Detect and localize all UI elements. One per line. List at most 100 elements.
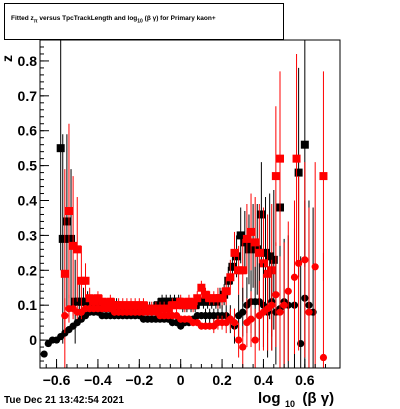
data-point-square xyxy=(71,297,80,306)
data-point-square xyxy=(218,294,227,303)
data-point-square xyxy=(164,304,173,313)
y-tick-label: 0.2 xyxy=(18,262,38,278)
data-point-square xyxy=(106,297,115,306)
y-tick-label: 0.1 xyxy=(18,297,38,313)
data-point-circle xyxy=(311,263,319,271)
data-point-square xyxy=(234,266,243,275)
data-point-square xyxy=(118,301,127,310)
data-point-square xyxy=(205,294,214,303)
data-point-circle xyxy=(272,291,280,299)
x-tick-label: −0.4 xyxy=(84,372,112,388)
data-point-square xyxy=(244,245,253,254)
y-tick-label: 0.3 xyxy=(18,227,38,243)
data-point-square xyxy=(73,245,82,254)
data-point-circle xyxy=(290,273,299,281)
data-point-circle xyxy=(305,308,313,316)
data-point-square xyxy=(228,262,237,271)
data-point-square xyxy=(79,297,88,306)
data-point-square xyxy=(158,297,167,306)
data-point-square xyxy=(156,304,164,313)
data-point-square xyxy=(193,294,202,303)
data-point-square xyxy=(62,217,71,226)
data-point-circle xyxy=(61,312,69,320)
data-point-square xyxy=(77,276,86,285)
data-point-square xyxy=(294,168,303,177)
y-tick-label: 0 xyxy=(29,332,37,348)
data-point-square xyxy=(110,301,119,310)
chart-axes: −0.6 −0.4 −0.2 0 0.2 0.4 0.6 0 0.1 0.2 0.3 0.4 0.5 0.… xyxy=(18,46,327,388)
plot-frame xyxy=(39,39,341,369)
data-point-square xyxy=(276,154,284,163)
x-tick-label: 0.2 xyxy=(212,372,232,388)
x-axis-label: log 10 (β γ) xyxy=(258,390,334,409)
data-point-square xyxy=(247,227,256,236)
data-point-square xyxy=(176,297,185,306)
data-point-square xyxy=(184,297,193,306)
data-point-square xyxy=(242,234,251,243)
y-axis-label: z xyxy=(0,55,15,62)
data-point-square xyxy=(222,287,231,296)
data-point-square xyxy=(98,297,107,306)
data-point-square xyxy=(199,297,208,306)
data-point-circle xyxy=(276,308,284,316)
data-point-circle xyxy=(319,353,328,362)
data-point-square xyxy=(93,294,102,303)
data-point-square xyxy=(292,154,301,163)
data-point-square xyxy=(160,304,169,313)
y-tick-label: 0.5 xyxy=(18,158,38,174)
data-point-circle xyxy=(301,256,309,264)
data-point-square xyxy=(261,248,270,257)
data-point-square xyxy=(238,266,247,275)
data-point-square xyxy=(251,238,260,247)
data-point-square xyxy=(64,206,73,215)
data-point-square xyxy=(131,301,140,310)
data-point-square xyxy=(197,283,206,292)
y-tick-label: 0.7 xyxy=(18,88,38,104)
chart-title: Fitted zπ versus TpcTrackLength and log1… xyxy=(11,15,216,25)
data-point-square xyxy=(269,255,278,264)
data-point-square xyxy=(85,294,94,303)
timestamp: Tue Dec 21 13:42:54 2021 xyxy=(4,395,124,406)
data-point-square xyxy=(213,294,222,303)
data-point-square xyxy=(81,276,90,285)
chart-marks xyxy=(40,40,328,368)
data-point-square xyxy=(162,297,171,306)
data-point-square xyxy=(236,231,245,240)
data-point-square xyxy=(201,290,210,299)
data-point-circle xyxy=(251,336,259,344)
data-point-square xyxy=(255,248,264,257)
y-tick-label: 0.8 xyxy=(18,53,38,69)
data-point-circle xyxy=(235,336,243,344)
data-point-square xyxy=(180,301,189,310)
data-point-square xyxy=(189,301,198,310)
data-point-circle xyxy=(280,301,288,309)
data-point-square xyxy=(135,301,144,310)
x-tick-label: 0.4 xyxy=(254,372,274,388)
data-point-square xyxy=(122,301,131,310)
data-point-circle xyxy=(295,259,303,267)
data-point-circle xyxy=(239,308,247,316)
data-point-square xyxy=(67,234,76,243)
data-point-circle xyxy=(284,287,292,295)
y-tick-label: 0.6 xyxy=(18,123,38,139)
data-point-square xyxy=(56,144,65,153)
data-point-square xyxy=(75,297,84,306)
data-point-circle xyxy=(239,343,247,351)
x-tick-label: 0 xyxy=(177,372,185,388)
data-point-square xyxy=(230,248,239,257)
data-point-square xyxy=(58,234,67,243)
data-point-square xyxy=(127,301,136,310)
data-point-square xyxy=(209,294,218,303)
title-box: Fitted zπ versus TpcTrackLength and log1… xyxy=(4,3,284,40)
data-point-square xyxy=(265,252,274,261)
data-point-circle xyxy=(40,350,48,358)
data-point-square xyxy=(319,172,328,181)
data-point-square xyxy=(226,273,235,282)
data-point-square xyxy=(300,140,309,149)
data-point-circle xyxy=(230,319,239,327)
data-point-square xyxy=(271,172,280,181)
data-point-square xyxy=(114,301,123,310)
data-point-square xyxy=(139,301,148,310)
data-point-square xyxy=(89,297,98,306)
